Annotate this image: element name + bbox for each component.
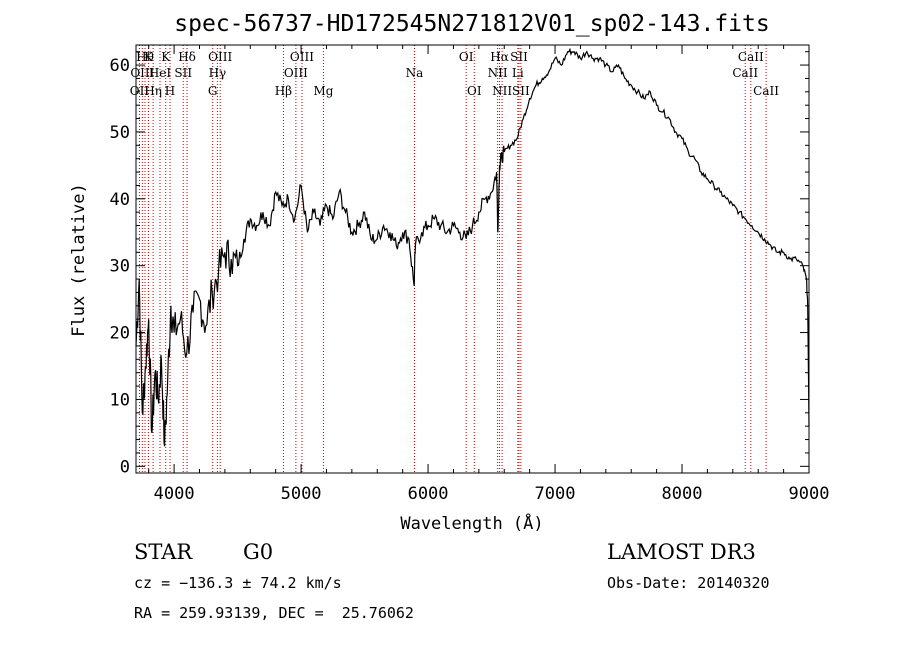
spectral-line-label: OI <box>459 50 474 64</box>
x-tick-label: 5000 <box>281 484 322 504</box>
spectral-line-label: CaII <box>738 50 764 64</box>
spectral-line-label: SII <box>512 84 530 98</box>
x-axis: 4000 5000 6000 7000 8000 9000 <box>148 45 830 504</box>
y-tick-label: 30 <box>110 257 130 277</box>
spectral-line-markers <box>138 45 767 473</box>
spectral-line-label: OIII <box>208 50 232 64</box>
spectral-line-label: H <box>165 84 175 98</box>
spectral-line-label: G <box>208 84 218 98</box>
spectral-line-label: Hα <box>490 50 509 64</box>
spectral-line-label: OI <box>467 84 482 98</box>
object-class: STAR <box>134 540 193 564</box>
chart-title: spec-56737-HD172545N271812V01_sp02-143.f… <box>174 11 769 37</box>
spectrum-line <box>135 47 810 447</box>
spectral-line-label: CaII <box>753 84 779 98</box>
spectral-line-label: SII <box>174 66 192 80</box>
spectral-line-label: Hδ <box>178 50 196 64</box>
y-tick-label: 40 <box>110 190 130 210</box>
spectral-line-label: Li <box>512 66 524 80</box>
spectral-line-label: Hγ <box>209 66 227 80</box>
spectral-line-label: OII <box>130 84 150 98</box>
spectral-line-label: Na <box>406 66 424 80</box>
y-tick-label: 50 <box>110 123 130 143</box>
spectrum-series <box>135 47 810 447</box>
spectral-line-label: CaII <box>732 66 758 80</box>
survey-name: LAMOST DR3 <box>607 540 756 564</box>
x-axis-label: Wavelength (Å) <box>400 512 543 534</box>
spectral-line-label: SII <box>510 50 528 64</box>
y-tick-label: 20 <box>110 324 130 344</box>
y-tick-label: 10 <box>110 390 130 410</box>
y-axis: 0 10 20 30 40 50 60 <box>110 51 809 477</box>
spectral-line-label: OIII <box>284 66 308 80</box>
x-tick-label: 9000 <box>789 484 830 504</box>
spectral-line-label: OIII <box>290 50 314 64</box>
y-axis-label: Flux (relative) <box>69 183 89 337</box>
spectral-line-label: HeI <box>149 66 172 80</box>
spectral-line-label: Mg <box>313 84 333 98</box>
y-tick-label: 60 <box>110 56 130 76</box>
x-tick-label: 4000 <box>154 484 195 504</box>
coordinates-readout: RA = 259.93139, DEC = 25.76062 <box>134 604 414 622</box>
spectral-line-label: Hθ <box>136 50 154 64</box>
velocity-readout: cz = −136.3 ± 74.2 km/s <box>134 574 342 592</box>
plot-frame <box>135 44 810 474</box>
x-tick-label: 7000 <box>535 484 576 504</box>
spectral-line-label: NII <box>488 66 508 80</box>
spectral-line-label: NII <box>492 84 512 98</box>
spectral-line-label: K <box>144 50 154 64</box>
object-subclass: G0 <box>243 540 274 564</box>
spectral-line-label: K <box>161 50 171 64</box>
x-tick-label: 6000 <box>408 484 449 504</box>
spectral-line-label: Hη <box>144 84 162 98</box>
spectral-line-label: Hβ <box>275 84 292 98</box>
y-tick-label: 0 <box>120 457 130 477</box>
spectral-line-labels: OIIOIIIHθKHηHeIKHSIIHδGHγOIIIHβOIIIOIIIM… <box>130 50 779 98</box>
x-tick-label: 8000 <box>662 484 703 504</box>
observation-date: Obs-Date: 20140320 <box>607 574 770 592</box>
